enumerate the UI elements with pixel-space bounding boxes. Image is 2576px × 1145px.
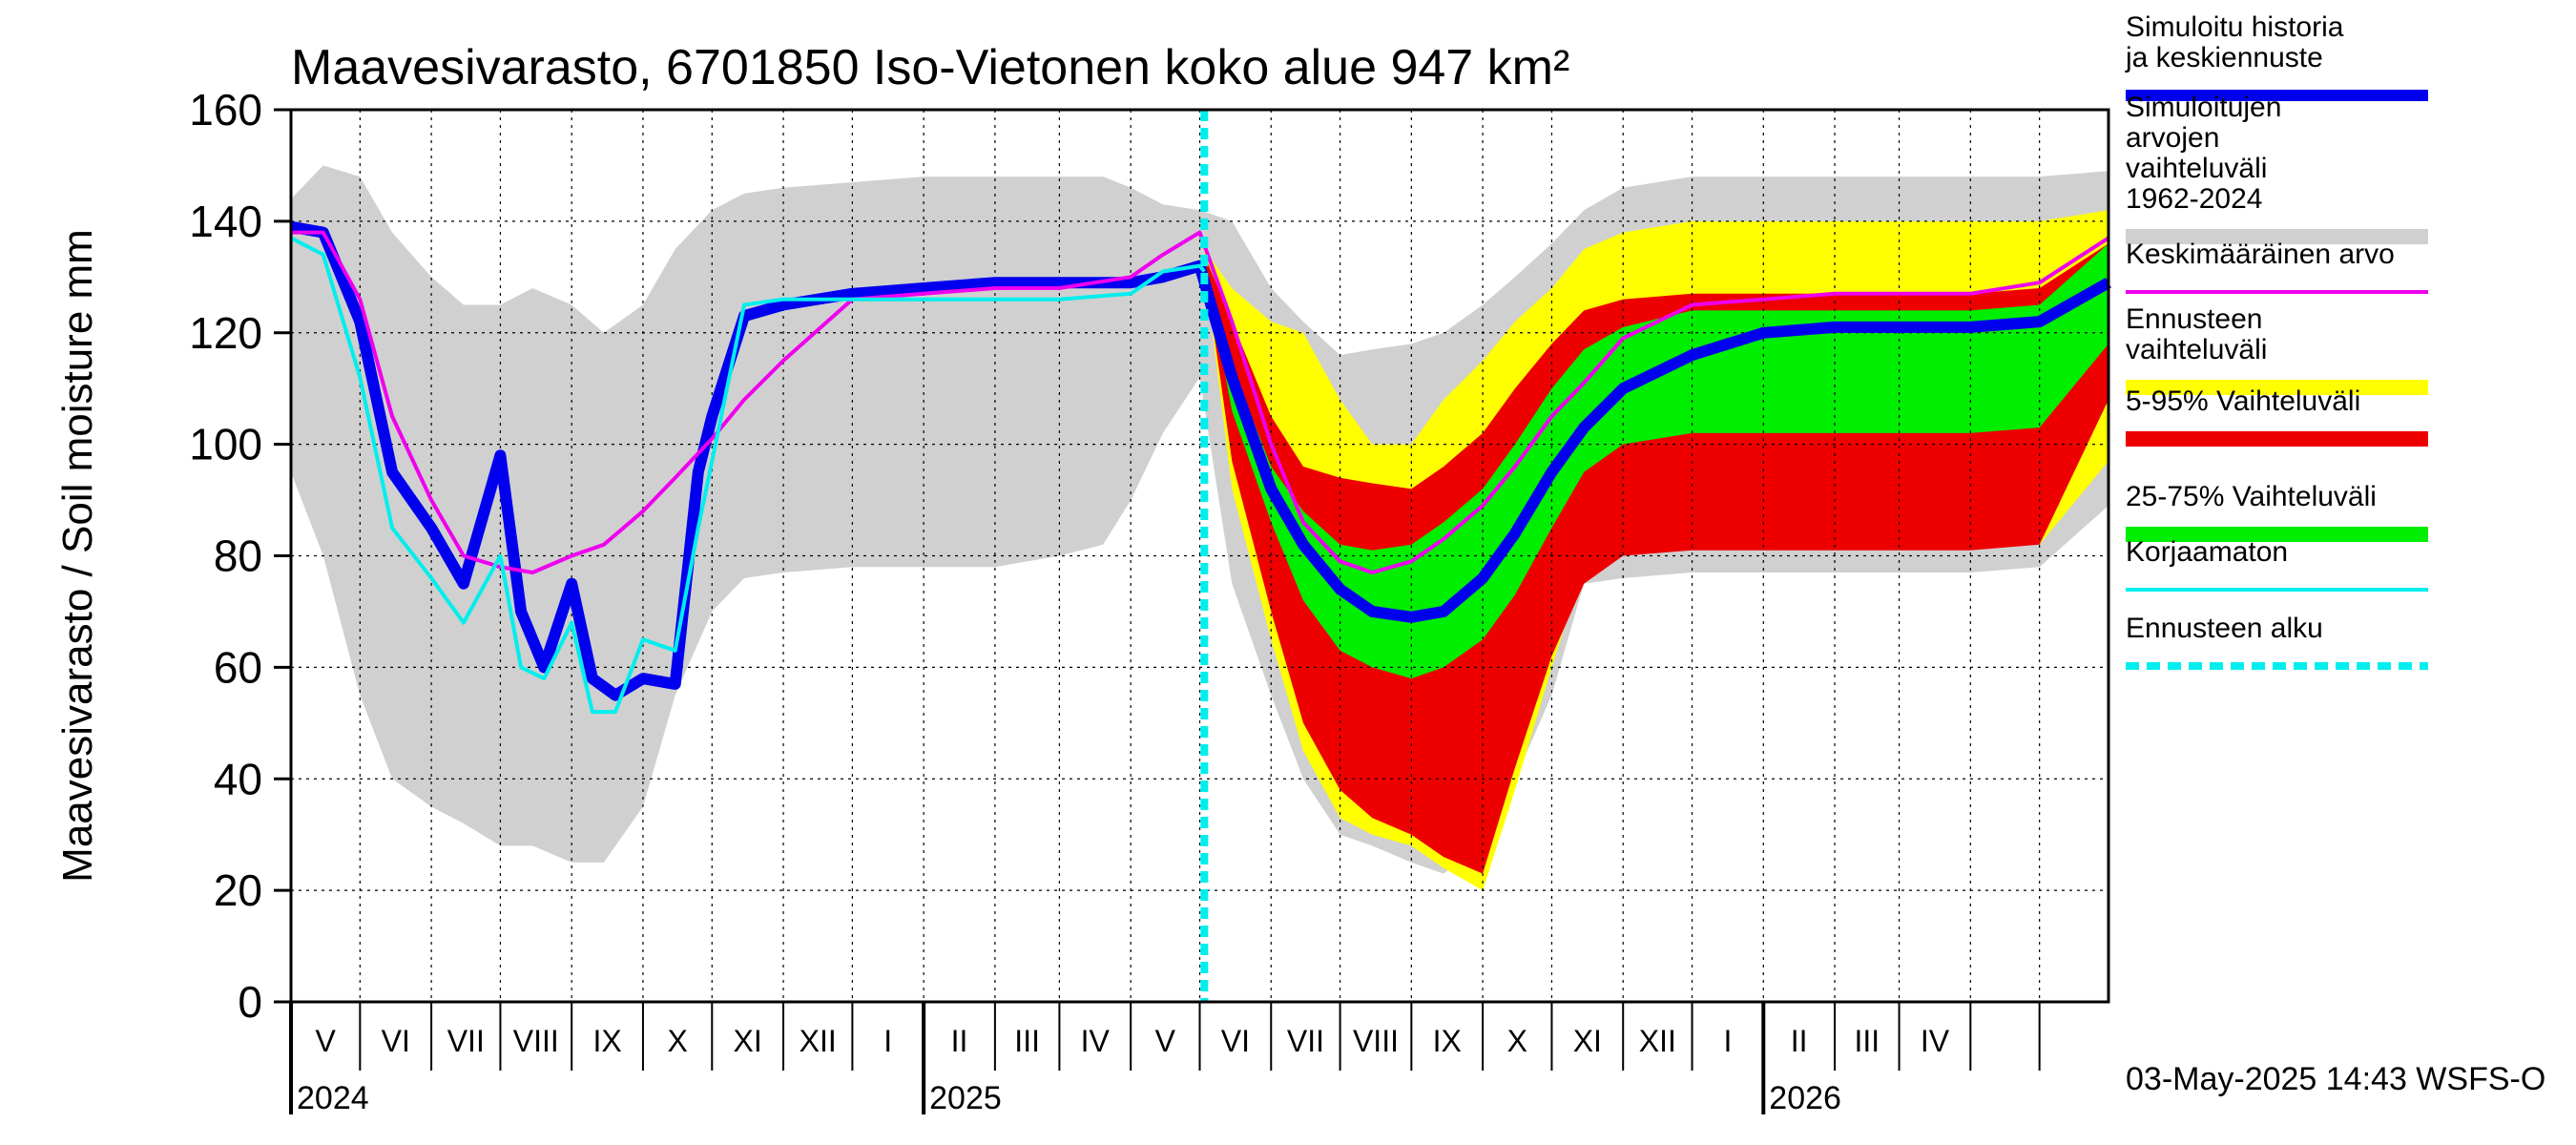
- month-label-19: XI: [1573, 1024, 1602, 1058]
- month-label-17: IX: [1433, 1024, 1462, 1058]
- line-korjaamaton: [290, 236, 1206, 715]
- legend-label-simuloitujen-arvojen-vaihteluvali-1962-2024: Simuloitujen arvojen vaihteluväli 1962-2024: [2126, 92, 2281, 215]
- y-tick-label-60: 60: [214, 642, 262, 692]
- chart-title: Maavesivarasto, 6701850 Iso-Vietonen kok…: [291, 40, 1569, 95]
- x-axis: V VI VII VIII IX X XI XII I II III IV V VI VII VIII IX X X…: [289, 1002, 2041, 1116]
- y-axis: 0 20 40 60 80 100 120 140 160: [189, 85, 291, 1027]
- month-label-5: IX: [592, 1024, 621, 1058]
- y-tick-label-100: 100: [189, 420, 262, 469]
- month-label-11: III: [1014, 1024, 1040, 1058]
- band-25-75-vaihteluvali: [1204, 243, 2109, 679]
- y-tick-label-0: 0: [238, 977, 262, 1027]
- month-label-2: VI: [382, 1024, 410, 1058]
- legend-label-ennusteen-alku: Ennusteen alku: [2126, 613, 2323, 644]
- month-label-10: II: [951, 1024, 968, 1058]
- month-label-14: VI: [1221, 1024, 1250, 1058]
- month-label-20: XII: [1639, 1024, 1676, 1058]
- y-tick-label-140: 140: [189, 197, 262, 246]
- month-label-21: I: [1723, 1024, 1732, 1058]
- month-label-13: V: [1155, 1024, 1176, 1058]
- y-tick-label-80: 80: [214, 531, 262, 581]
- month-label-4: VIII: [513, 1024, 559, 1058]
- month-label-12: IV: [1081, 1024, 1111, 1058]
- year-label-2025: 2025: [929, 1080, 1002, 1116]
- year-label-2026: 2026: [1769, 1080, 1841, 1116]
- footer-timestamp: 03-May-2025 14:43 WSFS-O: [2126, 1061, 2545, 1097]
- range-bands: [291, 165, 2109, 891]
- month-label-3: VII: [447, 1024, 485, 1058]
- legend: Simuloitu historia ja keskiennuste Simuloi…: [2125, 11, 2428, 670]
- legend-label-korjaamaton: Korjaamaton: [2126, 536, 2288, 568]
- year-label-2024: 2024: [297, 1080, 369, 1116]
- legend-label-ennusteen-vaihteluvali: Ennusteen vaihteluväli: [2126, 303, 2267, 365]
- month-label-24: IV: [1921, 1024, 1950, 1058]
- grid-lines: [291, 110, 2109, 1002]
- y-axis-label: Maavesivarasto / Soil moisture mm: [54, 229, 101, 883]
- series-lines: [289, 220, 2111, 715]
- line-keskimaarainen-arvo: [291, 230, 2110, 574]
- legend-label-25-75-vaihteluvali: 25-75% Vaihteluväli: [2126, 481, 2377, 512]
- legend-label-simuloitu-historia-ja-keskiennuste: Simuloitu historia ja keskiennuste: [2125, 11, 2344, 73]
- y-tick-label-40: 40: [214, 754, 262, 803]
- month-label-1: V: [315, 1024, 336, 1058]
- month-label-6: X: [667, 1024, 687, 1058]
- y-tick-label-160: 160: [189, 85, 262, 135]
- month-label-16: VIII: [1353, 1024, 1399, 1058]
- month-label-7: XI: [734, 1024, 762, 1058]
- month-label-15: VII: [1287, 1024, 1324, 1058]
- month-label-18: X: [1507, 1024, 1527, 1058]
- month-label-9: I: [883, 1024, 892, 1058]
- legend-label-keskimaarainen-arvo: Keskimääräinen arvo: [2126, 239, 2395, 270]
- month-label-8: XII: [800, 1024, 837, 1058]
- legend-label-5-95-vaihteluvali: 5-95% Vaihteluväli: [2126, 385, 2360, 417]
- y-tick-label-20: 20: [214, 865, 262, 915]
- y-tick-label-120: 120: [189, 308, 262, 358]
- month-label-23: III: [1854, 1024, 1880, 1058]
- month-label-22: II: [1791, 1024, 1808, 1058]
